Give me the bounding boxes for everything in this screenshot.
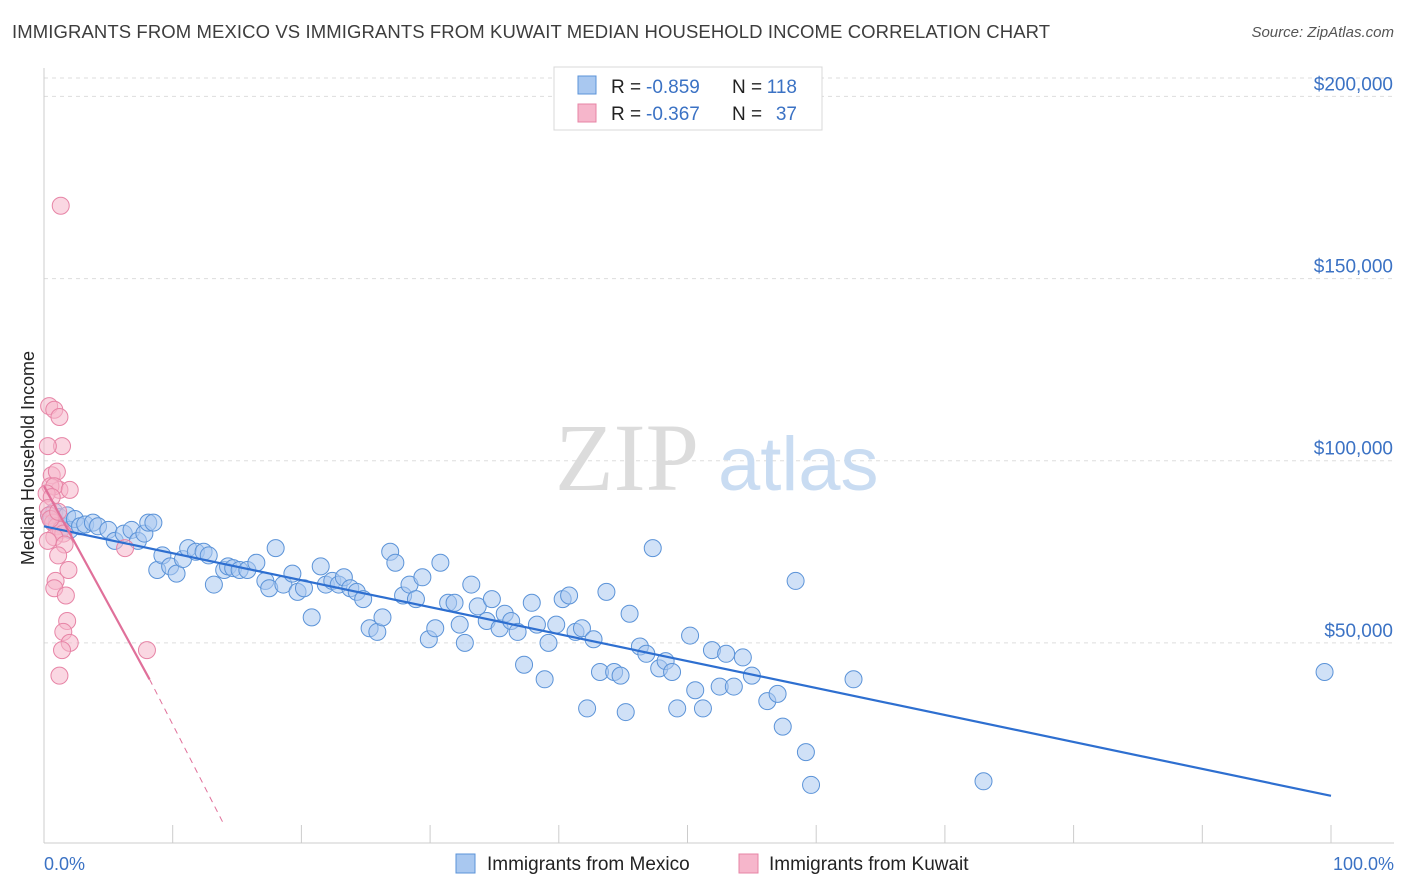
legend-mexico-swatch [577,75,597,95]
legend-kuwait-n-value: 37 [776,104,797,125]
mexico-point [462,575,481,594]
trend-lines [43,485,1332,826]
mexico-point [572,619,591,638]
mexico-point [311,557,330,576]
mexico-point [686,681,705,700]
mexico-point [522,593,541,612]
kuwait-trend-extension [149,679,225,826]
mexico-point [578,699,597,718]
mexico-point [266,539,285,558]
legend: R = -0.859 N = 118 R = -0.367 N = 37 [553,66,823,131]
legend-kuwait-r-value: -0.367 [646,104,700,125]
kuwait-point [50,666,69,685]
kuwait-point [53,641,72,660]
legend-mexico-r-value: -0.859 [646,77,700,98]
kuwait-point [51,196,70,215]
watermark: ZIP atlas [555,404,879,511]
mexico-point [144,513,163,532]
kuwait-point [49,546,68,565]
mexico-point [508,622,527,641]
mexico-trend-line [43,525,1332,797]
mexico-point [616,703,635,722]
mexico-point [515,655,534,674]
mexico-point [455,633,474,652]
watermark-zip: ZIP [555,404,699,511]
mexico-point [450,615,469,634]
mexico-point [468,597,487,616]
mexico-point [560,586,579,605]
legend-mexico-n-label: N = [732,77,762,98]
mexico-point [620,604,639,623]
legend-box [553,66,823,131]
mexico-point [431,553,450,572]
chart-title: IMMIGRANTS FROM MEXICO VS IMMIGRANTS FRO… [12,21,1051,42]
mexico-point [796,743,815,762]
bottom-legend-mexico-swatch [455,853,476,874]
x-tick-label-min: 0.0% [44,854,85,874]
mexico-point [724,677,743,696]
kuwait-point [56,586,75,605]
bottom-legend-mexico-label: Immigrants from Mexico [487,854,690,875]
y-tick-labels: $50,000 $100,000 $150,000 $200,000 [1314,74,1393,641]
mexico-point [386,553,405,572]
mexico-point [535,670,554,689]
legend-mexico-n-value: 118 [767,77,797,98]
mexico-point [844,670,863,689]
kuwait-point [60,480,79,499]
y-tick-label: $150,000 [1314,257,1393,278]
mexico-point [426,619,445,638]
mexico-point [611,666,630,685]
kuwait-trend-line [43,485,151,680]
legend-kuwait-swatch [577,103,597,123]
x-tick-label-max: 100.0% [1333,854,1394,874]
mexico-point [773,717,792,736]
mexico-point [547,615,566,634]
mexico-point [302,608,321,627]
mexico-point [482,590,501,609]
watermark-atlas: atlas [718,422,879,507]
mexico-point [597,582,616,601]
mexico-point [1315,663,1334,681]
mexico-point [539,633,558,652]
mexico-point [373,608,392,627]
y-tick-label: $100,000 [1314,439,1393,460]
mexico-point [681,626,700,645]
kuwait-point [50,408,69,426]
mexico-point [786,571,805,590]
legend-kuwait-n-label: N = [732,104,762,125]
mexico-point [733,648,752,667]
mexico-point [802,775,821,794]
bottom-legend-kuwait-label: Immigrants from Kuwait [769,854,969,875]
legend-mexico-r-label: R = [611,77,641,98]
axes [43,68,1394,844]
source-label: Source: ZipAtlas.com [1251,24,1394,41]
mexico-point [668,699,687,718]
kuwait-point [137,641,156,660]
y-tick-label: $50,000 [1324,621,1393,642]
y-axis-label: Median Household Income [18,351,38,565]
grid-lines [44,77,1394,644]
mexico-point [204,575,223,594]
legend-kuwait-r-label: R = [611,104,641,125]
y-tick-label: $200,000 [1314,74,1393,95]
mexico-points [40,502,1334,794]
mexico-point [768,684,787,703]
mexico-point [693,699,712,718]
mexico-point [974,772,993,791]
mexico-point [717,644,736,663]
mexico-point [663,663,682,681]
kuwait-point [59,561,78,579]
kuwait-point [38,531,57,550]
bottom-legend-kuwait-swatch [738,853,759,874]
bottom-legend: Immigrants from Mexico Immigrants from K… [455,853,969,875]
kuwait-points [37,196,156,685]
mexico-point [643,539,662,558]
mexico-point [413,568,432,587]
mexico-point [445,593,464,612]
kuwait-point [38,437,57,456]
